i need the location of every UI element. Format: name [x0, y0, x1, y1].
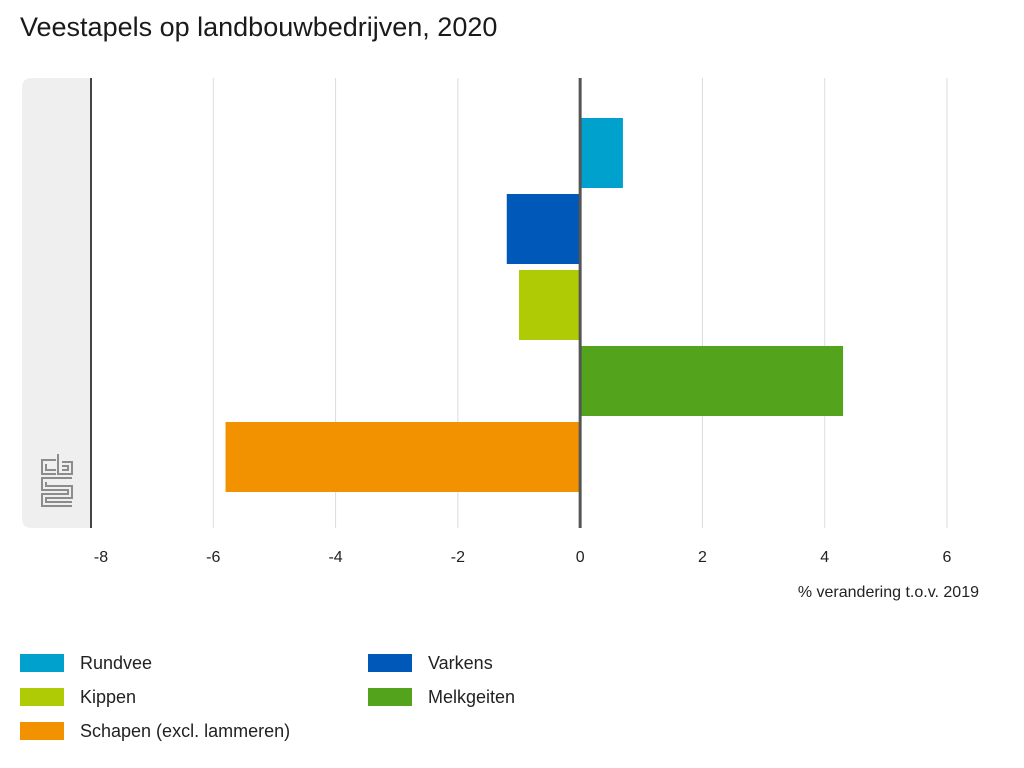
bars	[225, 118, 844, 492]
x-tick-label: 4	[820, 549, 829, 566]
bar-chart: -8 -6 -4 -2 0 2 4 6 % verandering t.o.v. 2019	[22, 78, 979, 601]
bar-kippen	[519, 270, 581, 340]
x-tick-label: -2	[451, 549, 465, 566]
x-tick-label: 0	[576, 549, 585, 566]
gridlines	[212, 78, 948, 528]
cbs-logo	[41, 454, 73, 507]
x-tick-label: 2	[698, 549, 707, 566]
tick-labels: -8 -6 -4 -2 0 2 4 6	[94, 549, 952, 566]
bar-melkgeiten	[580, 346, 844, 416]
bar-schapen	[225, 422, 581, 492]
axes	[90, 78, 582, 528]
legend-item: Rundvee	[20, 648, 152, 678]
legend-swatch	[368, 688, 412, 706]
legend-label: Rundvee	[80, 652, 153, 673]
logo-panel	[22, 78, 91, 528]
legend-item: Varkens	[368, 648, 493, 678]
x-tick-label: 6	[943, 549, 952, 566]
bar-rundvee	[580, 118, 623, 188]
legend-swatch	[20, 688, 64, 706]
bar-varkens	[506, 194, 581, 264]
cbs-logo-c	[41, 459, 56, 475]
cbs-logo-s	[41, 477, 73, 507]
legend-item: Kippen	[20, 682, 136, 712]
x-tick-label: -4	[328, 549, 342, 566]
legend-swatch	[20, 722, 64, 740]
legend-item: Melkgeiten	[368, 682, 515, 712]
legend-label: Melkgeiten	[428, 686, 516, 707]
x-tick-label: -6	[206, 549, 220, 566]
legend-label: Kippen	[80, 686, 137, 707]
cbs-logo-b	[57, 454, 73, 475]
legend-label: Schapen (excl. lammeren)	[80, 720, 291, 741]
legend-swatch	[20, 654, 64, 672]
plot-background	[22, 78, 91, 528]
legend-swatch	[368, 654, 412, 672]
x-tick-label: -8	[94, 549, 108, 566]
legend-item: Schapen (excl. lammeren)	[20, 716, 290, 746]
legend-label: Varkens	[428, 652, 493, 673]
x-axis-title: % verandering t.o.v. 2019	[798, 584, 979, 601]
chart-title: Veestapels op landbouwbedrijven, 2020	[20, 12, 498, 42]
